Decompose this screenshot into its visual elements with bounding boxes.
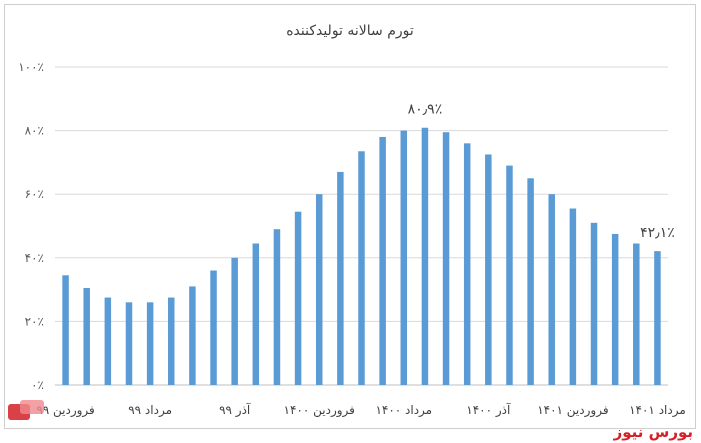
bar [485,154,492,385]
bar [569,208,577,385]
bar [611,233,619,385]
bar [506,165,513,385]
bar [379,136,386,385]
bar [294,211,302,385]
x-tick-label: آذر ۱۴۰۰ [466,402,511,418]
x-tick-label: فروردین ۱۴۰۰ [284,403,355,418]
bar [548,194,555,385]
bar [463,143,471,385]
y-tick-label: ۱۰۰٪ [18,60,44,74]
bar [146,302,154,385]
bars [62,127,661,385]
bar [654,251,661,385]
bar [315,194,323,385]
bar [633,243,640,385]
bar [337,171,344,385]
bourse-news-logo-icon [8,400,44,420]
bar [252,243,260,385]
bar [442,132,450,385]
bar [104,297,112,385]
bar [189,286,196,385]
data-label: ۴۲٫۱٪ [640,225,675,241]
bar [358,151,365,385]
x-tick-label: مرداد ۱۴۰۰ [375,403,432,418]
x-tick-label: آذر ۹۹ [219,402,251,418]
chart-frame: تورم سالانه تولیدکننده [4,4,696,429]
x-tick-label: مرداد ۹۹ [128,403,172,418]
y-tick-label: ۴۰٪ [25,251,44,265]
data-label: ۸۰٫۹٪ [408,102,443,118]
annotations: ۸۰٫۹٪ ۴۲٫۱٪ [408,102,675,241]
watermark-text: بورس نیوز [613,423,693,441]
y-axis-ticks: ۰٪ ۲۰٪ ۴۰٪ ۶۰٪ ۸۰٪ ۱۰۰٪ [18,60,44,392]
bar [400,130,408,385]
chart-title: تورم سالانه تولیدکننده [286,23,414,39]
x-axis-labels: فروردین ۹۹ مرداد ۹۹ آذر ۹۹ فروردین ۱۴۰۰ مردا… [36,402,685,418]
bar [527,178,534,385]
bar [83,288,90,385]
y-tick-label: ۰٪ [31,378,44,392]
x-tick-label: فروردین ۹۹ [36,403,94,418]
bar [231,257,238,385]
y-tick-label: ۶۰٪ [25,187,44,201]
bar [125,302,133,385]
x-tick-label: مرداد ۱۴۰۱ [629,403,686,418]
y-tick-label: ۲۰٪ [25,314,44,328]
bar [590,222,598,385]
bar [273,229,281,385]
y-tick-label: ۸۰٪ [25,124,44,138]
bar [62,275,69,385]
x-tick-label: فروردین ۱۴۰۱ [537,403,608,418]
bar [168,297,175,385]
bar [421,127,429,385]
bar [210,270,217,385]
